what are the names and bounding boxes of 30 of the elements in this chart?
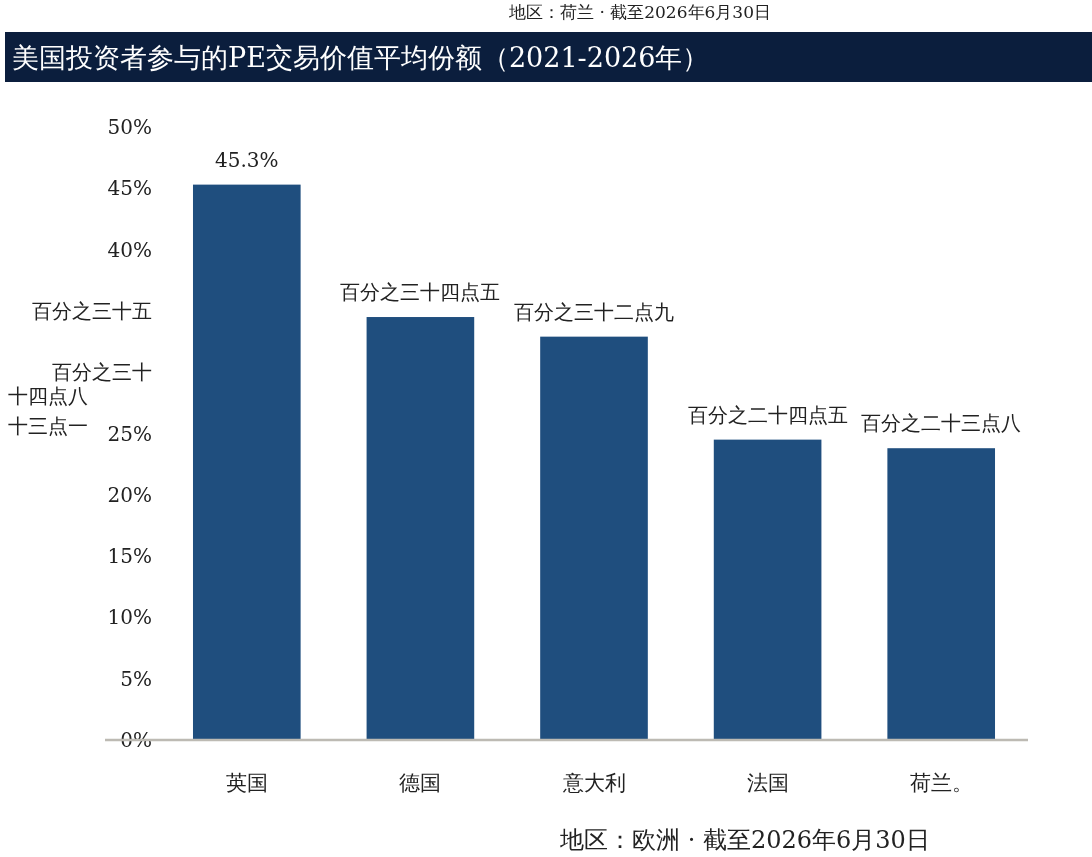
x-tick-label: 英国 (225, 771, 268, 795)
bar (540, 336, 648, 740)
y-tick-label: 10% (107, 605, 152, 630)
bar (713, 439, 822, 740)
y-tick-label: 5% (120, 666, 152, 691)
x-tick-label: 意大利 (561, 771, 626, 795)
x-tick-label: 德国 (399, 771, 442, 795)
text: 十四点八 (8, 383, 88, 408)
y-tick-label: 15% (107, 544, 152, 569)
data-label: 百分之三十四点五 (340, 280, 501, 305)
x-tick-label: 荷兰。 (909, 771, 973, 795)
bar (192, 184, 301, 740)
text: 十三点一 (8, 413, 88, 438)
data-label: 百分之三十二点九 (514, 299, 674, 324)
data-label: 百分之二十四点五 (687, 402, 848, 427)
y-tick-label: 50% (107, 115, 152, 139)
bar (366, 317, 475, 740)
bar (887, 448, 996, 740)
chart-title: 美国投资者参与的PE交易价值平均份额（2021-2026年） (12, 42, 710, 73)
y-tick-label: 20% (107, 482, 152, 507)
y-tick-label: 45% (107, 176, 152, 201)
data-label: 45.3% (215, 147, 279, 172)
y-tick-label: 百分之三十 (52, 360, 152, 385)
data-label: 百分之二十三点八 (861, 411, 1022, 436)
y-tick-label: 25% (107, 421, 152, 446)
x-tick-label: 法国 (746, 771, 789, 795)
text: 地区：欧洲 · 截至2026年6月30日 (559, 826, 930, 854)
y-tick-label: 百分之三十五 (32, 298, 152, 323)
y-tick-label: 40% (107, 237, 152, 262)
text: 地区：荷兰 · 截至2026年6月30日 (508, 2, 771, 22)
